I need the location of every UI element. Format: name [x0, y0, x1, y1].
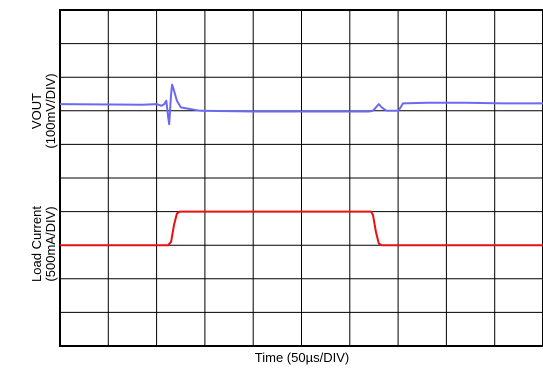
y-axis-label-load-current-scale: (500mA/DIV)	[43, 206, 58, 281]
load-current-trace	[60, 210, 543, 247]
x-axis-label: Time (50µs/DIV)	[255, 350, 349, 365]
y-axis-label-vout-scale: (100mV/DIV)	[43, 73, 58, 148]
chart-grid	[60, 10, 543, 346]
y-axis-label-load-current: Load Current	[29, 206, 44, 282]
plot-frame	[59, 9, 543, 347]
vout-trace	[59, 83, 543, 126]
chart-traces	[59, 83, 543, 247]
y-axis-label-vout: VOUT	[29, 93, 44, 129]
